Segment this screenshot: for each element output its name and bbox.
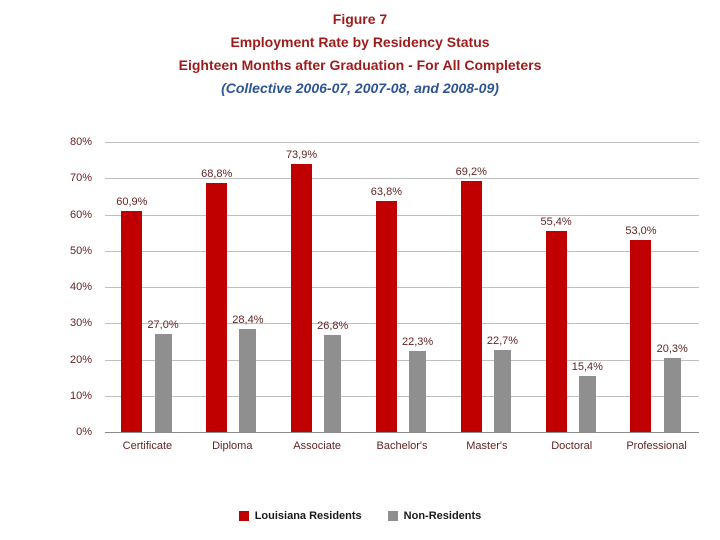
bar-column: 73,9% xyxy=(286,142,317,432)
title-line-4: (Collective 2006-07, 2007-08, and 2008-0… xyxy=(221,80,499,96)
x-axis-line xyxy=(105,432,699,433)
bar-group-certificate: 60,9% 27,0% xyxy=(105,142,190,432)
y-axis-tick-label: 50% xyxy=(69,244,92,257)
legend-item-non-residents: Non-Residents xyxy=(387,510,482,522)
gridline xyxy=(105,395,699,397)
chart-title: Figure 7 Employment Rate by Residency St… xyxy=(0,8,720,100)
data-label: 27,0% xyxy=(147,319,179,332)
bar-non-residents xyxy=(324,334,342,432)
bar-group-associate: 73,9% 26,8% xyxy=(275,142,360,432)
x-axis-category-label: Doctoral xyxy=(551,440,593,452)
legend-label-non-residents: Non-Residents xyxy=(403,510,482,522)
bar-non-residents xyxy=(578,376,596,432)
gridlines xyxy=(105,142,699,433)
gridline xyxy=(105,359,699,361)
bar-column: 22,3% xyxy=(402,142,433,432)
legend-swatch-non-residents-icon xyxy=(387,511,398,521)
data-label: 63,8% xyxy=(370,185,402,198)
y-axis-tick-label: 30% xyxy=(69,317,92,330)
data-label: 22,7% xyxy=(486,334,519,347)
bar-column: 20,3% xyxy=(657,142,688,432)
data-label: 22,3% xyxy=(402,336,434,349)
x-axis-category-label: Bachelor's xyxy=(376,440,428,452)
bar-column: 63,8% xyxy=(371,142,402,432)
bar-non-residents xyxy=(239,329,257,432)
legend-label-residents: Louisiana Residents xyxy=(254,510,362,522)
bar-non-residents xyxy=(154,334,172,432)
bar-louisiana-residents xyxy=(545,231,567,432)
data-label: 60,9% xyxy=(116,196,148,209)
x-axis-category-label: Master's xyxy=(466,440,508,452)
x-axis: Certificate Diploma Associate Bachelor's Mas… xyxy=(105,440,699,452)
gridline xyxy=(105,214,699,216)
bar-non-residents xyxy=(493,349,511,432)
bar-louisiana-residents xyxy=(206,182,228,432)
bar-column: 60,9% xyxy=(116,142,147,432)
y-axis-tick-label: 70% xyxy=(69,172,92,185)
gridline xyxy=(105,142,699,143)
bar-column: 26,8% xyxy=(317,142,348,432)
bar-column: 15,4% xyxy=(572,142,603,432)
y-axis-tick-label: 20% xyxy=(69,353,92,366)
bar-column: 55,4% xyxy=(541,142,572,432)
bar-column: 53,0% xyxy=(625,142,657,432)
bar-non-residents xyxy=(663,358,681,432)
bar-column: 69,2% xyxy=(456,142,487,432)
bar-louisiana-residents xyxy=(375,200,397,432)
title-line-3: Eighteen Months after Graduation - For A… xyxy=(178,57,542,73)
data-label: 15,4% xyxy=(571,361,603,374)
bar-group-doctoral: 55,4% 15,4% xyxy=(529,142,614,432)
y-axis-tick-label: 40% xyxy=(69,281,92,293)
data-label: 20,3% xyxy=(656,343,688,356)
data-label: 53,0% xyxy=(625,224,657,237)
data-label: 69,2% xyxy=(455,166,487,179)
gridline xyxy=(105,323,699,325)
data-label: 55,4% xyxy=(540,216,572,229)
title-line-2: Employment Rate by Residency Status xyxy=(230,34,490,50)
y-axis: 80% 70% 60% 50% 40% 30% 20% 10% 0% xyxy=(50,136,100,438)
bar-louisiana-residents xyxy=(630,239,652,432)
legend-swatch-residents-icon xyxy=(238,511,249,521)
x-axis-category-label: Diploma xyxy=(212,440,253,452)
bar-louisiana-residents xyxy=(460,181,482,432)
y-axis-tick-label: 60% xyxy=(69,208,92,221)
y-axis-tick-label: 0% xyxy=(76,426,92,438)
legend-item-louisiana-residents: Louisiana Residents xyxy=(238,510,362,522)
gridline xyxy=(105,287,699,288)
bar-group-professional: 53,0% 20,3% xyxy=(614,142,699,432)
x-axis-category-label: Associate xyxy=(293,440,341,452)
legend: Louisiana Residents Non-Residents xyxy=(0,510,720,522)
x-axis-category-label: Professional xyxy=(626,440,687,452)
data-label: 28,4% xyxy=(232,314,264,327)
bar-group-bachelor-s: 63,8% 22,3% xyxy=(360,142,445,432)
gridline xyxy=(105,178,699,180)
y-axis-tick-label: 10% xyxy=(69,389,92,402)
bar-groups: 60,9% 27,0% 68,8% 28,4% 73,9% 26,8% 63,8% 22,3%… xyxy=(105,142,699,432)
title-line-1: Figure 7 xyxy=(332,11,388,27)
bar-column: 68,8% xyxy=(201,142,232,432)
bar-group-diploma: 68,8% 28,4% xyxy=(190,142,275,432)
bar-louisiana-residents xyxy=(121,211,143,432)
data-label: 68,8% xyxy=(201,167,233,180)
bar-louisiana-residents xyxy=(291,164,313,432)
data-label: 26,8% xyxy=(317,319,349,332)
gridline xyxy=(105,250,699,252)
bar-column: 22,7% xyxy=(487,142,518,432)
data-label: 73,9% xyxy=(285,149,318,162)
plot-area: 60,9% 27,0% 68,8% 28,4% 73,9% 26,8% 63,8% 22,3%… xyxy=(105,142,699,433)
bar-column: 28,4% xyxy=(232,142,263,432)
bar-column: 27,0% xyxy=(147,142,179,432)
y-axis-tick-label: 80% xyxy=(69,136,92,148)
bar-non-residents xyxy=(409,351,427,432)
x-axis-category-label: Certificate xyxy=(122,440,173,452)
bar-group-master-s: 69,2% 22,7% xyxy=(444,142,529,432)
